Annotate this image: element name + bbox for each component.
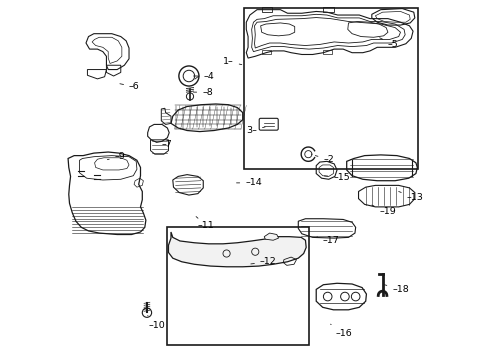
Text: –7: –7 [155, 140, 172, 149]
Text: –4: –4 [193, 72, 214, 81]
Text: –10: –10 [147, 316, 165, 330]
Text: –9: –9 [107, 152, 125, 161]
Text: 3–: 3– [245, 126, 264, 135]
Text: –18: –18 [384, 285, 408, 294]
Text: –16: –16 [330, 324, 351, 338]
Text: –12: –12 [250, 257, 276, 266]
Polygon shape [168, 232, 305, 267]
Text: –5: –5 [379, 38, 398, 49]
Text: –15: –15 [324, 173, 349, 182]
Text: –2: –2 [315, 155, 333, 164]
Bar [323, 50, 332, 54]
Text: –14: –14 [236, 178, 262, 187]
Bar [261, 50, 270, 54]
Bar [323, 7, 333, 12]
Text: –17: –17 [316, 236, 339, 245]
Text: –11: –11 [196, 217, 214, 230]
Text: 1–: 1– [223, 57, 241, 66]
Polygon shape [264, 233, 278, 240]
Bar [167, 226, 308, 345]
Bar [261, 7, 272, 12]
Text: –13: –13 [398, 192, 423, 202]
Text: –8: –8 [193, 87, 212, 96]
Bar [244, 8, 418, 169]
Text: –19: –19 [371, 205, 395, 216]
Text: –6: –6 [120, 82, 140, 91]
